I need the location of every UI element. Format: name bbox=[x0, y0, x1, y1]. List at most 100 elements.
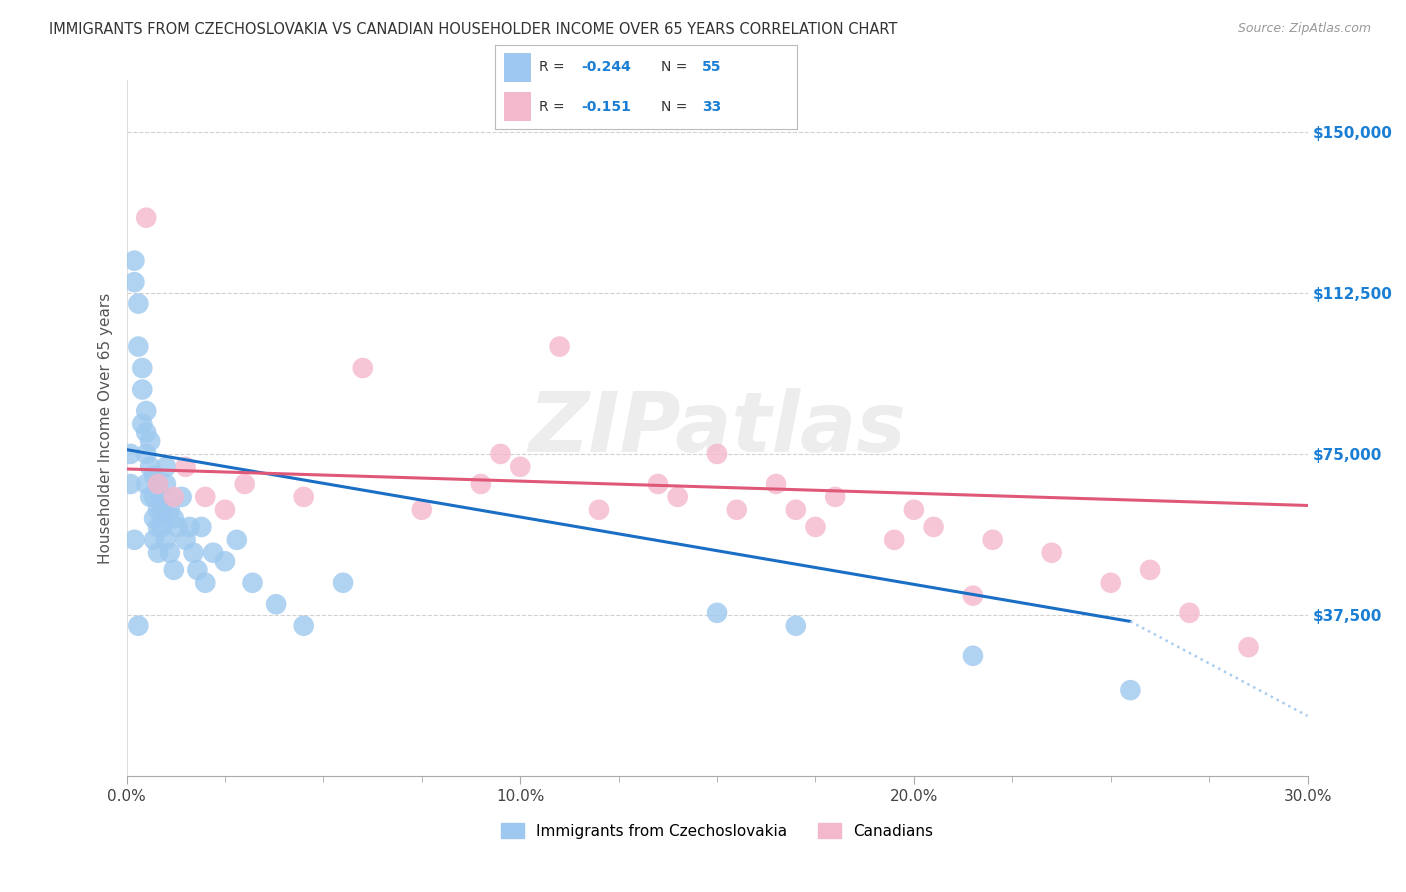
Point bbox=[135, 477, 157, 491]
Point bbox=[509, 459, 531, 474]
Point bbox=[332, 575, 354, 590]
Point bbox=[131, 383, 153, 397]
Point bbox=[242, 575, 264, 590]
Point bbox=[183, 546, 205, 560]
Text: ZIPatlas: ZIPatlas bbox=[529, 388, 905, 468]
Point bbox=[292, 490, 315, 504]
Point bbox=[143, 533, 166, 547]
Point bbox=[1139, 563, 1161, 577]
Point bbox=[155, 533, 177, 547]
Text: R =: R = bbox=[538, 60, 569, 74]
Point bbox=[647, 477, 669, 491]
Point bbox=[190, 520, 212, 534]
Point bbox=[139, 434, 162, 448]
Point bbox=[143, 490, 166, 504]
Point bbox=[170, 490, 193, 504]
Point bbox=[706, 606, 728, 620]
Point bbox=[159, 546, 181, 560]
Point bbox=[194, 575, 217, 590]
Point bbox=[883, 533, 905, 547]
Point bbox=[1237, 640, 1260, 655]
Point bbox=[163, 563, 186, 577]
Point bbox=[179, 520, 201, 534]
Point bbox=[202, 546, 225, 560]
Point bbox=[146, 520, 169, 534]
Point bbox=[194, 490, 217, 504]
Point bbox=[666, 490, 689, 504]
Point bbox=[127, 340, 149, 354]
Point bbox=[804, 520, 827, 534]
Point bbox=[785, 502, 807, 516]
Point bbox=[824, 490, 846, 504]
Point bbox=[146, 477, 169, 491]
Point bbox=[120, 477, 142, 491]
Point bbox=[146, 477, 169, 491]
Point bbox=[131, 417, 153, 431]
Point bbox=[135, 211, 157, 225]
Text: IMMIGRANTS FROM CZECHOSLOVAKIA VS CANADIAN HOUSEHOLDER INCOME OVER 65 YEARS CORR: IMMIGRANTS FROM CZECHOSLOVAKIA VS CANADI… bbox=[49, 22, 897, 37]
Point bbox=[127, 618, 149, 632]
Point bbox=[120, 447, 142, 461]
Point bbox=[135, 425, 157, 440]
Point bbox=[548, 340, 571, 354]
Legend: Immigrants from Czechoslovakia, Canadians: Immigrants from Czechoslovakia, Canadian… bbox=[495, 817, 939, 845]
Point bbox=[292, 618, 315, 632]
Point bbox=[150, 502, 173, 516]
Text: 55: 55 bbox=[702, 60, 721, 74]
Point bbox=[163, 490, 186, 504]
Point bbox=[124, 533, 146, 547]
Point bbox=[127, 296, 149, 310]
Point bbox=[163, 511, 186, 525]
Point bbox=[233, 477, 256, 491]
Point bbox=[174, 459, 197, 474]
Point bbox=[186, 563, 208, 577]
Point bbox=[146, 546, 169, 560]
Point bbox=[155, 477, 177, 491]
Point bbox=[124, 275, 146, 289]
Text: R =: R = bbox=[538, 100, 569, 114]
Point bbox=[1040, 546, 1063, 560]
Point bbox=[489, 447, 512, 461]
Point bbox=[962, 589, 984, 603]
Point bbox=[150, 490, 173, 504]
Point bbox=[159, 502, 181, 516]
Point bbox=[139, 490, 162, 504]
Point bbox=[903, 502, 925, 516]
Point bbox=[155, 459, 177, 474]
Point bbox=[135, 447, 157, 461]
Point bbox=[264, 597, 287, 611]
Text: Source: ZipAtlas.com: Source: ZipAtlas.com bbox=[1237, 22, 1371, 36]
Point bbox=[139, 459, 162, 474]
Point bbox=[411, 502, 433, 516]
Y-axis label: Householder Income Over 65 years: Householder Income Over 65 years bbox=[97, 293, 112, 564]
Point bbox=[981, 533, 1004, 547]
Point bbox=[765, 477, 787, 491]
Point bbox=[214, 502, 236, 516]
Point bbox=[143, 468, 166, 483]
Point bbox=[1119, 683, 1142, 698]
Text: N =: N = bbox=[661, 100, 692, 114]
Point bbox=[470, 477, 492, 491]
Point bbox=[131, 361, 153, 376]
Point bbox=[135, 404, 157, 418]
Bar bbox=[503, 92, 531, 120]
Text: -0.151: -0.151 bbox=[581, 100, 631, 114]
Point bbox=[352, 361, 374, 376]
Point bbox=[146, 502, 169, 516]
Point bbox=[962, 648, 984, 663]
Bar bbox=[503, 54, 531, 82]
Text: 33: 33 bbox=[702, 100, 721, 114]
Point bbox=[706, 447, 728, 461]
Point bbox=[922, 520, 945, 534]
Point bbox=[150, 520, 173, 534]
Point bbox=[225, 533, 247, 547]
Point bbox=[1178, 606, 1201, 620]
Point bbox=[588, 502, 610, 516]
Point bbox=[1099, 575, 1122, 590]
Text: N =: N = bbox=[661, 60, 692, 74]
Point bbox=[143, 511, 166, 525]
Point bbox=[725, 502, 748, 516]
Point bbox=[124, 253, 146, 268]
Point bbox=[166, 520, 188, 534]
Point bbox=[174, 533, 197, 547]
